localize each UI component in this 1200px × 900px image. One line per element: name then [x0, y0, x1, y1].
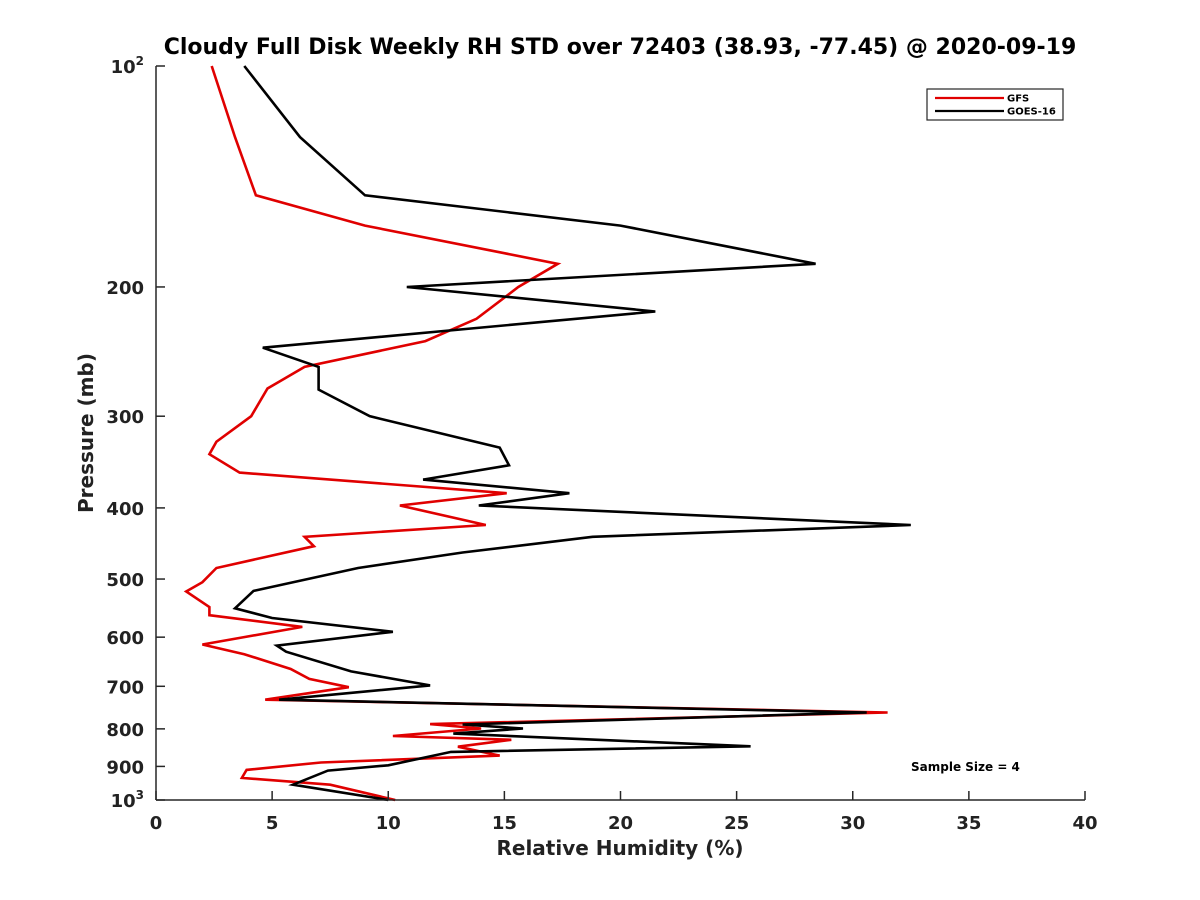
- x-tick-label: 30: [840, 813, 865, 834]
- y-axis-label: Pressure (mb): [74, 353, 98, 513]
- x-axis-label: Relative Humidity (%): [496, 836, 743, 860]
- x-tick-label: 15: [492, 813, 517, 834]
- y-tick-label: 700: [106, 677, 144, 698]
- series-line-goes16: [232, 65, 911, 802]
- x-tick-label: 0: [150, 813, 163, 834]
- legend-label-goes16: GOES-16: [1007, 107, 1056, 118]
- legend-box: [926, 88, 1064, 121]
- x-tick-label: 25: [724, 813, 749, 834]
- x-axis-ticks: 0 5 10 15 20 25 30 35 40: [150, 791, 1098, 834]
- chart-title: Cloudy Full Disk Weekly RH STD over 7240…: [164, 35, 1077, 60]
- sample-size-annotation: Sample Size = 4: [911, 760, 1020, 774]
- y-tick-label: 103: [111, 788, 144, 812]
- plot-area: [156, 66, 1085, 800]
- x-tick-label: 40: [1072, 813, 1097, 834]
- x-tick-label: 35: [956, 813, 981, 834]
- y-tick-label: 102: [111, 54, 144, 78]
- series-layer: [183, 65, 911, 802]
- series-line-gfs: [183, 65, 888, 802]
- legend-label-gfs: GFS: [1007, 94, 1029, 105]
- legend: GFS GOES-16: [926, 88, 1064, 121]
- y-tick-label: 200: [106, 278, 144, 299]
- y-tick-label: 600: [106, 628, 144, 649]
- x-tick-label: 20: [608, 813, 633, 834]
- y-axis-ticks: 102 200 300 400 500 600 700 800 900 103: [106, 54, 165, 812]
- y-tick-label: 300: [106, 407, 144, 428]
- y-tick-label: 900: [106, 757, 144, 778]
- x-tick-label: 10: [376, 813, 401, 834]
- y-tick-label: 800: [106, 720, 144, 741]
- y-tick-label: 400: [106, 499, 144, 520]
- y-tick-label: 500: [106, 570, 144, 591]
- x-tick-label: 5: [266, 813, 279, 834]
